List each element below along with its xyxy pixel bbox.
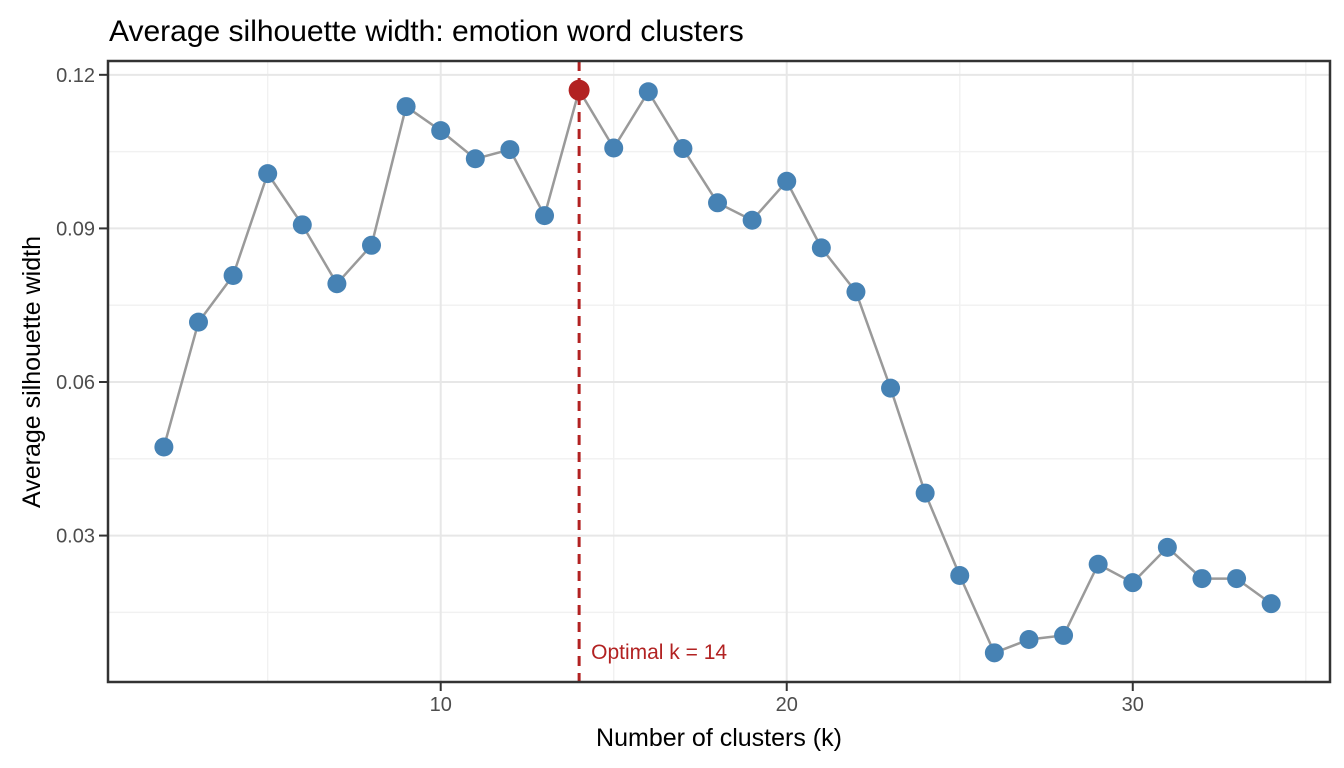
data-point <box>777 171 797 191</box>
data-point <box>742 210 762 230</box>
data-point <box>1019 630 1039 650</box>
data-point <box>708 193 728 213</box>
optimal-k-annotation: Optimal k = 14 <box>591 641 727 664</box>
data-point <box>223 266 243 286</box>
data-point <box>431 121 451 141</box>
data-point <box>984 643 1004 663</box>
data-point <box>292 215 312 235</box>
data-point <box>811 238 831 258</box>
plot-panel: 0.03 0.06 0.09 0.12 10 20 30 <box>56 59 1332 716</box>
y-tick-label: 0.03 <box>56 526 95 548</box>
x-tick-label: 10 <box>430 694 452 716</box>
data-point <box>465 149 485 169</box>
x-tick-label: 30 <box>1122 694 1144 716</box>
data-point <box>638 82 658 102</box>
y-tick-label: 0.06 <box>56 372 95 394</box>
data-point <box>950 566 970 586</box>
data-point <box>604 138 624 158</box>
data-point <box>1054 625 1074 645</box>
data-point <box>1157 537 1177 557</box>
data-point <box>1088 554 1108 574</box>
y-tick-label: 0.09 <box>56 218 95 240</box>
data-point <box>396 97 416 117</box>
data-point <box>258 164 278 184</box>
optimal-data-point <box>568 79 590 101</box>
data-point <box>881 378 901 398</box>
data-point <box>362 235 382 255</box>
data-point <box>915 483 935 503</box>
chart-title: Average silhouette width: emotion word c… <box>109 15 744 48</box>
panel-border <box>106 59 1332 684</box>
x-tick-label: 20 <box>776 694 798 716</box>
y-axis-title: Average silhouette width <box>18 236 46 508</box>
x-axis-title: Number of clusters (k) <box>596 724 842 752</box>
data-point <box>1227 569 1247 589</box>
data-point <box>500 140 520 160</box>
data-point <box>1261 594 1281 614</box>
data-point <box>327 274 347 294</box>
data-point <box>846 282 866 302</box>
data-point <box>1123 573 1143 593</box>
data-point <box>1192 569 1212 589</box>
data-point <box>188 312 208 332</box>
data-point <box>673 139 693 159</box>
data-point <box>154 437 174 457</box>
y-tick-label: 0.12 <box>56 65 95 87</box>
panel-background <box>108 61 1330 682</box>
data-point <box>535 206 555 226</box>
